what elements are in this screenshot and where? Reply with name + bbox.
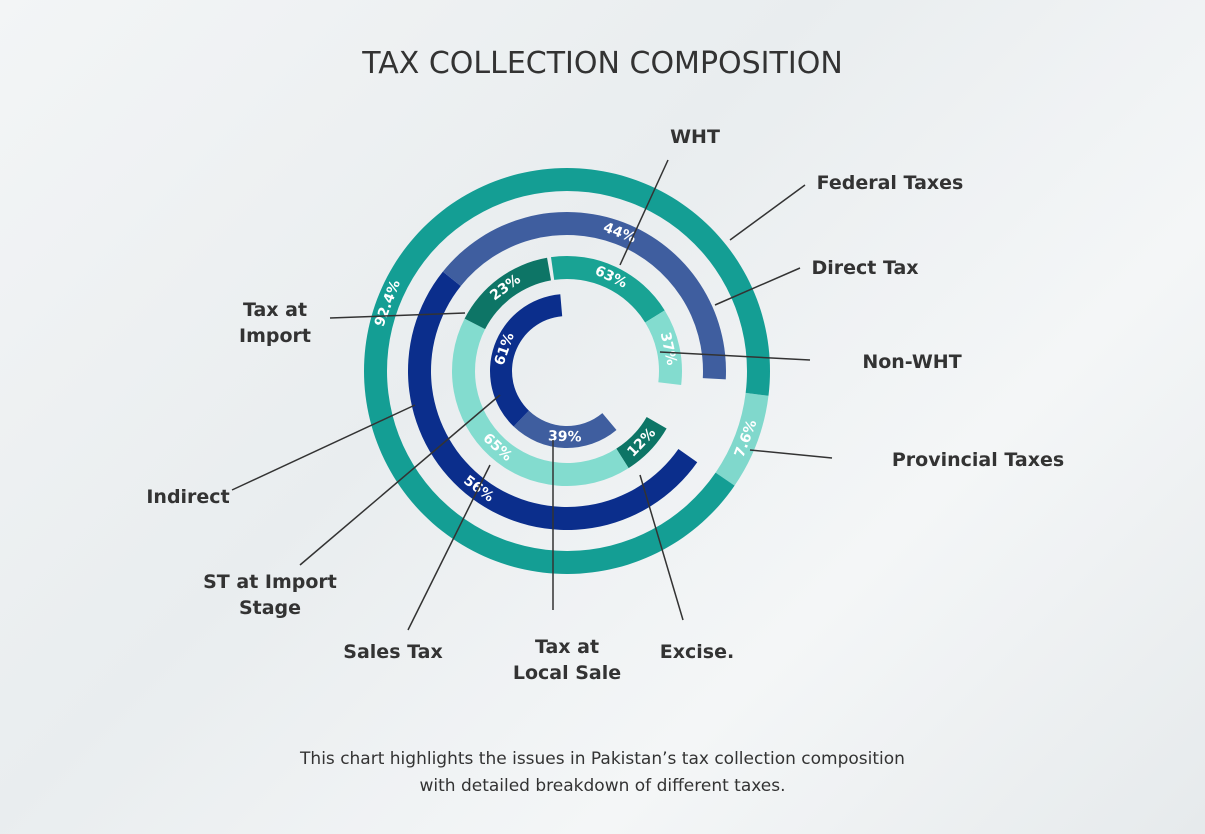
callout-line: [639, 474, 684, 621]
callout-line: [749, 449, 833, 459]
footer-line: with detailed breakdown of different tax…: [419, 776, 786, 796]
title: TAX COLLECTION COMPOSITION: [362, 46, 843, 81]
segment-label: Excise.: [659, 641, 735, 663]
ring-segment: [407, 271, 698, 531]
ring-segment: [489, 294, 563, 427]
ring-segment: [616, 417, 667, 469]
segment-label: WHT: [670, 126, 720, 148]
segment-label: Indirect: [146, 486, 230, 508]
callout-line: [299, 394, 501, 566]
ring-segment: [452, 318, 629, 486]
callout-line: [407, 464, 491, 631]
callout-line: [714, 267, 801, 306]
value-label: 39%: [548, 428, 582, 445]
value-label: 37%: [657, 331, 680, 367]
callout-line: [619, 159, 669, 266]
segment-label: Federal Taxes: [816, 172, 964, 194]
ring-segment: [715, 392, 769, 486]
segment-label: Sales Tax: [343, 641, 443, 663]
callout-line: [329, 312, 466, 319]
segment-label: Tax at Local Sale: [512, 636, 622, 684]
segment-label: Tax at Import: [239, 299, 311, 347]
ring-segment: [464, 257, 552, 330]
segment-label: ST at Import Stage: [203, 571, 337, 619]
ring-segment: [550, 256, 665, 323]
footer-line: This chart highlights the issues in Paki…: [300, 749, 905, 769]
callout-line: [231, 404, 416, 491]
segment-label: Provincial Taxes: [891, 449, 1065, 471]
ring-segment: [442, 211, 726, 380]
segment-label: Direct Tax: [811, 257, 919, 279]
footer: This chart highlights the issues in Paki…: [0, 746, 1205, 800]
ring-segment: [513, 410, 617, 448]
callout-line: [729, 184, 806, 241]
segment-label: Non-WHT: [862, 351, 962, 373]
callout-line: [659, 351, 811, 361]
ring-segment: [645, 310, 683, 386]
